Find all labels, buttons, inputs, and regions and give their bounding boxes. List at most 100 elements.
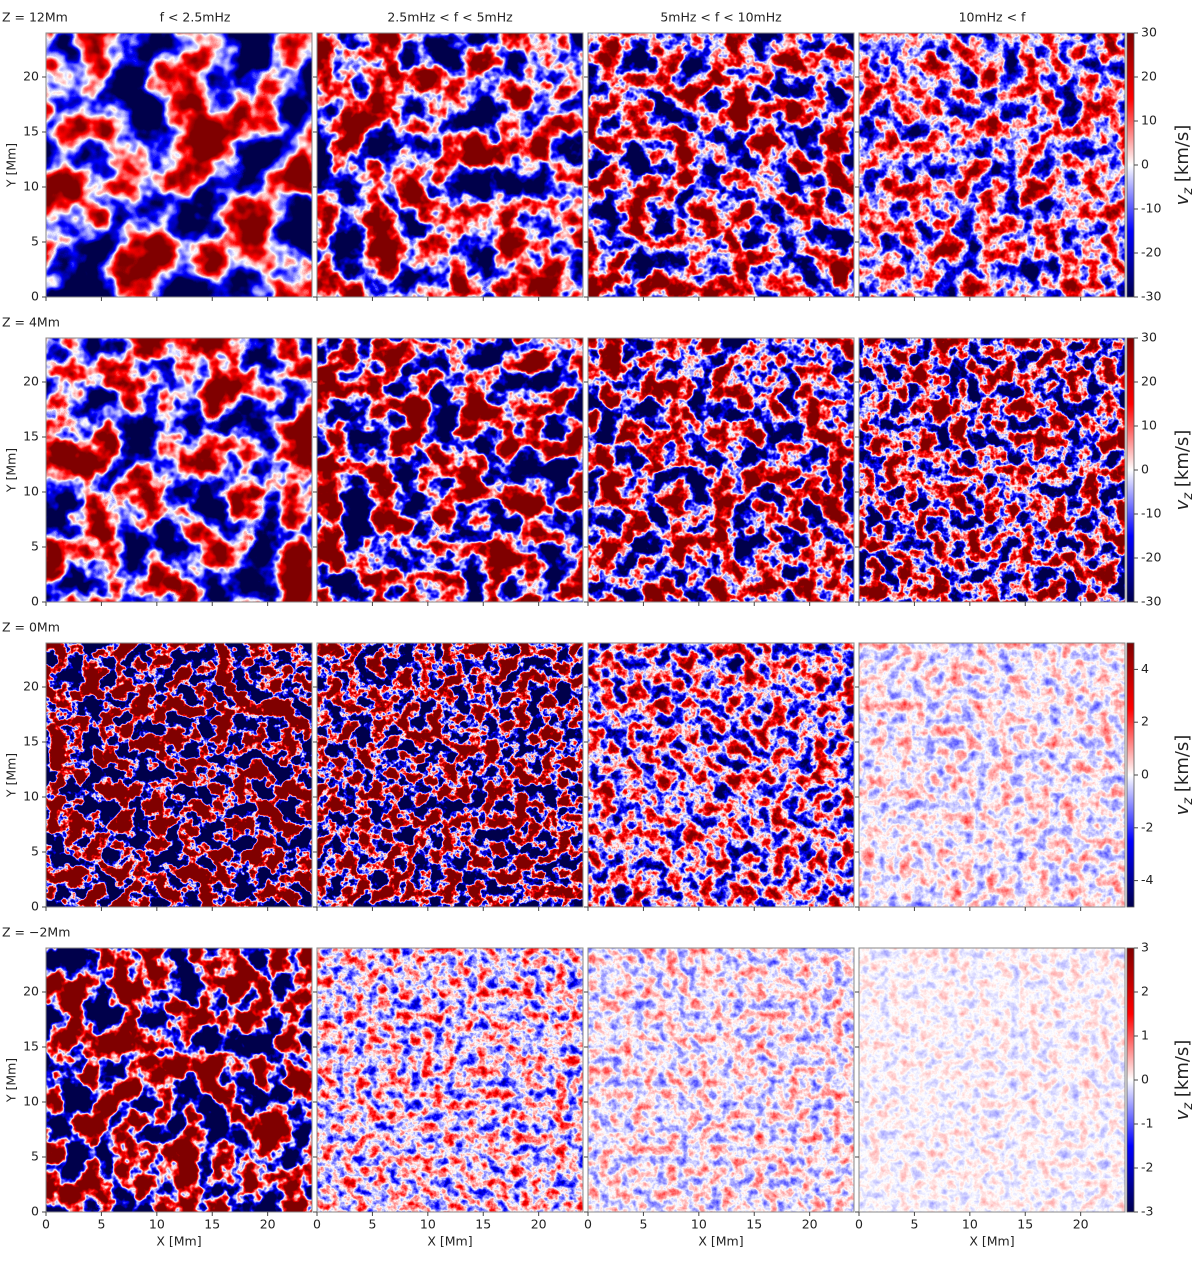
panel-frame <box>45 32 313 298</box>
y-tick-label: 15 <box>23 124 39 139</box>
heatmap-panel <box>588 643 854 907</box>
colorbar-label: vz [km/s] <box>1172 430 1196 511</box>
y-tick-label: 0 <box>31 1204 39 1219</box>
y-tick-label: 5 <box>31 1149 39 1164</box>
colorbar-tick-label: -30 <box>1141 289 1161 304</box>
y-tick-label: 20 <box>23 69 39 84</box>
colorbar-label: vz [km/s] <box>1172 735 1196 816</box>
x-tick-label: 5 <box>368 1217 376 1232</box>
x-tick-label: 15 <box>746 1217 762 1232</box>
heatmap-panel <box>588 948 854 1212</box>
x-tick-label: 5 <box>910 1217 918 1232</box>
colorbar-tick-label: 2 <box>1141 984 1149 999</box>
colorbar-tick-label: -10 <box>1141 506 1161 521</box>
heatmap-panel <box>46 643 312 907</box>
colorbar-tick-label: 3 <box>1141 940 1149 955</box>
x-tick-label: 15 <box>475 1217 491 1232</box>
colorbar-label: vz [km/s] <box>1172 125 1196 206</box>
heatmap-panel <box>859 948 1125 1212</box>
colorbar-label-symbol: v <box>1172 804 1193 815</box>
y-tick-label: 10 <box>23 1094 39 1109</box>
x-axis-label: X [Mm] <box>698 1234 743 1249</box>
colorbar-label-unit: [km/s] <box>1172 125 1193 188</box>
x-tick-label: 10 <box>149 1217 165 1232</box>
colorbar-tick-label: 4 <box>1141 661 1149 676</box>
heatmap-panel <box>46 338 312 602</box>
y-axis-label: Y [Mm] <box>4 143 19 188</box>
y-tick-label: 0 <box>31 594 39 609</box>
colorbar-tick-label: 30 <box>1141 25 1157 40</box>
colorbar-tick-label: 0 <box>1141 767 1149 782</box>
y-tick-label: 5 <box>31 234 39 249</box>
x-tick-label: 0 <box>42 1217 50 1232</box>
colorbar-label: vz [km/s] <box>1172 1040 1196 1121</box>
y-tick-label: 20 <box>23 374 39 389</box>
colorbar-label-symbol: v <box>1172 194 1193 205</box>
panel-frame <box>587 337 855 603</box>
x-tick-label: 0 <box>584 1217 592 1232</box>
colorbar-tick-label: 1 <box>1141 1028 1149 1043</box>
heatmap-panel <box>588 33 854 297</box>
colorbar <box>1126 642 1135 908</box>
x-tick-label: 10 <box>420 1217 436 1232</box>
x-tick-label: 0 <box>855 1217 863 1232</box>
colorbar <box>1126 947 1135 1213</box>
colorbar <box>1126 32 1135 298</box>
panel-frame <box>316 337 584 603</box>
row-label: Z = −2Mm <box>2 925 70 940</box>
x-tick-label: 20 <box>802 1217 818 1232</box>
colorbar-tick-label: -20 <box>1141 550 1161 565</box>
heatmap-panel <box>859 643 1125 907</box>
colorbar-tick-label: 0 <box>1141 157 1149 172</box>
panel-frame <box>858 642 1126 908</box>
column-title: f < 2.5mHz <box>160 10 231 25</box>
y-axis-label: Y [Mm] <box>4 448 19 493</box>
x-tick-label: 5 <box>97 1217 105 1232</box>
heatmap-panel <box>317 338 583 602</box>
panel-frame <box>316 947 584 1213</box>
x-axis-label: X [Mm] <box>427 1234 472 1249</box>
colorbar-label-subscript: z <box>1181 187 1196 196</box>
column-title: 5mHz < f < 10mHz <box>660 10 782 25</box>
row-label: Z = 12Mm <box>2 10 68 25</box>
x-tick-label: 5 <box>639 1217 647 1232</box>
heatmap-panel <box>317 33 583 297</box>
y-tick-label: 10 <box>23 484 39 499</box>
colorbar-tick-label: 20 <box>1141 69 1157 84</box>
panel-frame <box>858 32 1126 298</box>
heatmap-panel <box>859 33 1125 297</box>
column-title: 10mHz < f <box>959 10 1026 25</box>
panel-frame <box>587 32 855 298</box>
colorbar-tick-label: -2 <box>1141 1160 1153 1175</box>
row-label: Z = 4Mm <box>2 315 60 330</box>
colorbar-label-unit: [km/s] <box>1172 735 1193 798</box>
panel-frame <box>858 337 1126 603</box>
colorbar-label-symbol: v <box>1172 499 1193 510</box>
colorbar-tick-label: 10 <box>1141 418 1157 433</box>
y-tick-label: 20 <box>23 679 39 694</box>
colorbar-tick-label: 30 <box>1141 330 1157 345</box>
x-tick-label: 10 <box>962 1217 978 1232</box>
y-tick-label: 20 <box>23 984 39 999</box>
x-tick-label: 0 <box>313 1217 321 1232</box>
colorbar-tick-label: -2 <box>1141 819 1153 834</box>
y-tick-label: 0 <box>31 289 39 304</box>
heatmap-panel <box>46 33 312 297</box>
panel-frame <box>587 947 855 1213</box>
x-tick-label: 20 <box>260 1217 276 1232</box>
colorbar-label-unit: [km/s] <box>1172 1040 1193 1103</box>
colorbar-tick-label: 10 <box>1141 113 1157 128</box>
heatmap-panel <box>859 338 1125 602</box>
y-axis-label: Y [Mm] <box>4 1058 19 1103</box>
colorbar <box>1126 337 1135 603</box>
colorbar-label-subscript: z <box>1181 797 1196 806</box>
panel-frame <box>587 642 855 908</box>
y-tick-label: 5 <box>31 539 39 554</box>
panel-frame <box>45 642 313 908</box>
colorbar-tick-label: 0 <box>1141 462 1149 477</box>
panel-frame <box>316 642 584 908</box>
heatmap-panel <box>46 948 312 1212</box>
heatmap-panel <box>317 643 583 907</box>
x-axis-label: X [Mm] <box>969 1234 1014 1249</box>
colorbar-tick-label: -4 <box>1141 872 1154 887</box>
